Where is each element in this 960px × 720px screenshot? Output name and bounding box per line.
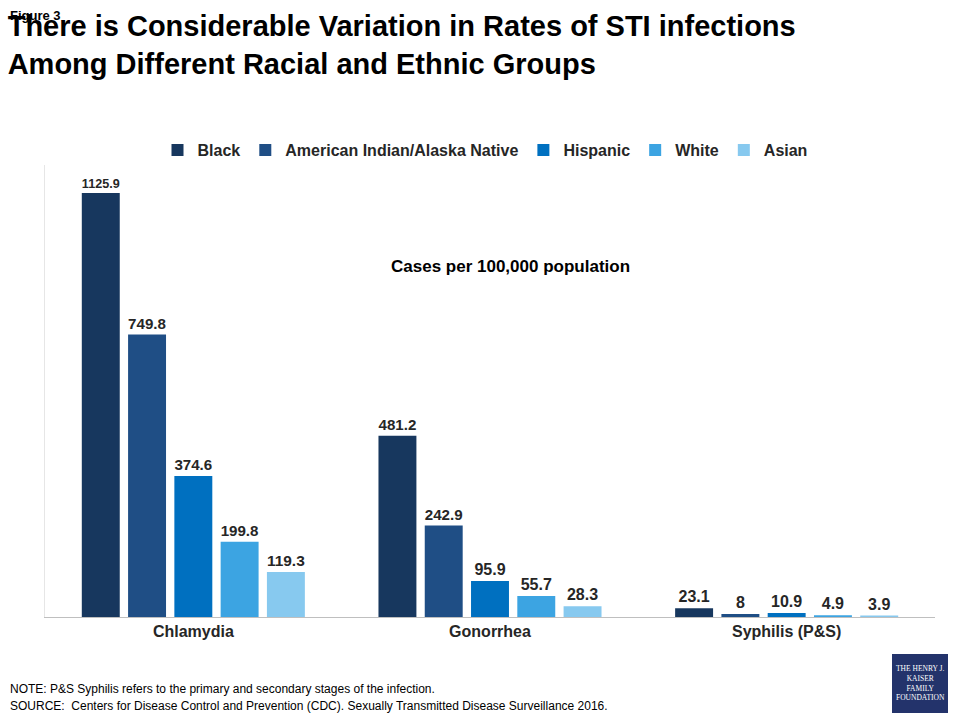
svg-text:American Indian/Alaska Native: American Indian/Alaska Native bbox=[285, 142, 518, 159]
svg-text:3.9: 3.9 bbox=[868, 596, 890, 613]
svg-text:Chlamydia: Chlamydia bbox=[153, 623, 234, 640]
svg-text:THE HENRY J.KAISERFAMILYFOUNDA: THE HENRY J.KAISERFAMILYFOUNDATION bbox=[896, 664, 945, 702]
svg-text:SOURCE: Centers for Disease C: SOURCE: Centers for Disease Control and … bbox=[10, 699, 608, 713]
svg-text:95.9: 95.9 bbox=[474, 561, 505, 578]
svg-text:481.2: 481.2 bbox=[378, 416, 416, 433]
svg-text:NOTE: P&S Syphilis refers to t: NOTE: P&S Syphilis refers to the primary… bbox=[10, 682, 435, 696]
svg-text:There is Considerable Variatio: There is Considerable Variation in Rates… bbox=[8, 10, 796, 80]
svg-text:749.8: 749.8 bbox=[128, 315, 166, 332]
svg-text:119.3: 119.3 bbox=[267, 552, 305, 569]
svg-text:242.9: 242.9 bbox=[425, 506, 463, 523]
svg-text:Asian: Asian bbox=[764, 142, 808, 159]
svg-text:199.8: 199.8 bbox=[221, 522, 259, 539]
svg-text:4.9: 4.9 bbox=[822, 595, 844, 612]
svg-text:1125.9: 1125.9 bbox=[82, 177, 120, 191]
svg-text:8: 8 bbox=[736, 594, 745, 611]
svg-text:Cases per 100,000 population: Cases per 100,000 population bbox=[391, 257, 630, 276]
svg-text:55.7: 55.7 bbox=[521, 576, 552, 593]
svg-text:Syphilis (P&S): Syphilis (P&S) bbox=[732, 623, 841, 640]
svg-text:23.1: 23.1 bbox=[678, 588, 709, 605]
svg-text:10.9: 10.9 bbox=[771, 593, 802, 610]
svg-text:Gonorrhea: Gonorrhea bbox=[449, 623, 531, 640]
svg-text:Black: Black bbox=[198, 142, 241, 159]
svg-text:Hispanic: Hispanic bbox=[563, 142, 630, 159]
svg-text:28.3: 28.3 bbox=[567, 586, 598, 603]
svg-text:Figure 3: Figure 3 bbox=[10, 8, 61, 23]
svg-text:White: White bbox=[675, 142, 719, 159]
svg-text:374.6: 374.6 bbox=[174, 456, 212, 473]
